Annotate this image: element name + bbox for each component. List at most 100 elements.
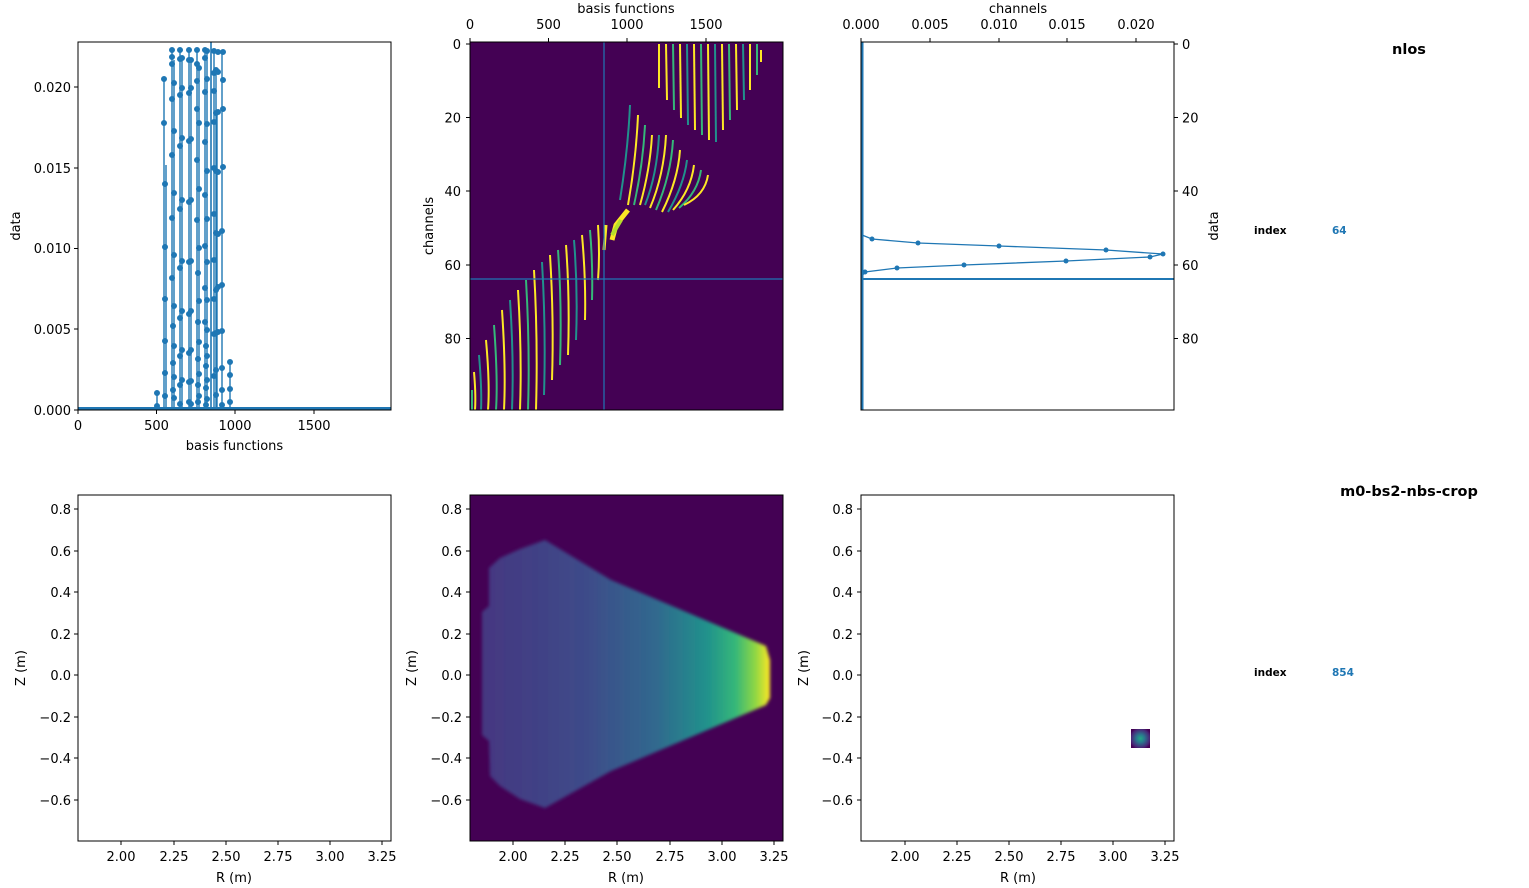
- x-axis-label: channels: [989, 2, 1047, 17]
- y-tick-label: 0.005: [34, 323, 71, 338]
- heatmap-area[interactable]: [470, 42, 783, 410]
- y-tick-label: 0.8: [441, 503, 462, 518]
- x-axis-label: basis functions: [186, 439, 284, 454]
- heatmap-streaks: [471, 43, 762, 410]
- plot-frame: [860, 494, 1175, 842]
- data-line: [153, 42, 233, 410]
- x-tick-label: 2.75: [656, 850, 685, 865]
- y-tick-label: 60: [1182, 259, 1199, 274]
- plot-data-vs-basis[interactable]: 0.000 0.005 0.010 0.015 0.020 0 500 1000…: [9, 41, 392, 454]
- plot-matrix-heatmap[interactable]: 0 500 1000 1500 basis functions 0 20 40 …: [422, 2, 784, 411]
- x-tick-label: 0: [466, 18, 474, 33]
- x-tick-label: 0.020: [1117, 18, 1154, 33]
- y-tick-label: 0.8: [50, 503, 71, 518]
- y-tick-label: 0.4: [832, 586, 853, 601]
- plot-basis-function-rz[interactable]: 0.8 0.6 0.4 0.2 0.0 −0.2 −0.4 −0.6 2.00 …: [797, 494, 1180, 886]
- ticks: [466, 38, 707, 339]
- x-tick-label: 500: [536, 18, 561, 33]
- panel-info-crop: m0-bs2-nbs-crop index 854: [1254, 484, 1478, 679]
- x-tick-label: 2.75: [1047, 850, 1076, 865]
- y-axis-label: data: [1207, 211, 1222, 240]
- index-value[interactable]: 854: [1332, 667, 1354, 679]
- x-tick-label: 500: [144, 419, 169, 434]
- panel-title: m0-bs2-nbs-crop: [1340, 484, 1478, 500]
- y-tick-label: 0.6: [441, 545, 462, 560]
- x-tick-label: 2.50: [212, 850, 241, 865]
- x-tick-label: 2.25: [160, 850, 189, 865]
- y-axis-label: Z (m): [14, 650, 29, 686]
- y-tick-label: 80: [1182, 333, 1199, 348]
- y-tick-label: −0.4: [430, 752, 462, 767]
- y-tick-label: 0.2: [50, 628, 71, 643]
- y-tick-label: 80: [444, 333, 461, 348]
- x-axis-label: R (m): [608, 871, 644, 886]
- basis-function-pixel: [1131, 729, 1150, 748]
- y-tick-label: 0.010: [34, 242, 71, 257]
- y-tick-label: −0.4: [821, 752, 853, 767]
- index-label: index: [1254, 667, 1287, 679]
- x-tick-label: 1000: [610, 18, 643, 33]
- x-tick-label: 0: [74, 419, 82, 434]
- x-tick-label: 3.25: [1151, 850, 1180, 865]
- y-tick-label: 40: [444, 185, 461, 200]
- x-axis-label: R (m): [1000, 871, 1036, 886]
- channel-profile-line: [861, 234, 1164, 277]
- y-tick-label: 40: [1182, 185, 1199, 200]
- x-tick-label: 3.00: [316, 850, 345, 865]
- y-tick-label: −0.6: [39, 794, 71, 809]
- y-tick-label: −0.6: [430, 794, 462, 809]
- index-value[interactable]: 64: [1332, 225, 1347, 237]
- x-tick-label: 2.00: [891, 850, 920, 865]
- x-tick-label: 2.00: [107, 850, 136, 865]
- ticks: [74, 508, 383, 845]
- ticks: [857, 508, 1166, 845]
- x-tick-label: 2.25: [551, 850, 580, 865]
- panel-title: nlos: [1392, 42, 1426, 58]
- plot-area[interactable]: [861, 42, 1174, 410]
- y-tick-label: 0.0: [441, 669, 462, 684]
- x-tick-label: 0.015: [1048, 18, 1085, 33]
- x-tick-label: 1500: [297, 419, 330, 434]
- y-axis-label: Z (m): [797, 650, 812, 686]
- sightline-fan: [482, 540, 770, 808]
- y-tick-label: 0: [1182, 38, 1190, 53]
- plot-empty-rz[interactable]: 0.8 0.6 0.4 0.2 0.0 −0.2 −0.4 −0.6 2.00 …: [14, 494, 397, 886]
- y-tick-label: −0.2: [430, 711, 462, 726]
- x-tick-label: 0.010: [980, 18, 1017, 33]
- x-tick-label: 1500: [689, 18, 722, 33]
- x-tick-label: 2.25: [943, 850, 972, 865]
- y-tick-label: −0.6: [821, 794, 853, 809]
- y-tick-label: 0.6: [832, 545, 853, 560]
- y-tick-label: 0.0: [50, 669, 71, 684]
- y-tick-label: 0.000: [34, 404, 71, 419]
- x-tick-label: 3.00: [1099, 850, 1128, 865]
- plot-frame[interactable]: [77, 494, 392, 842]
- x-tick-label: 3.25: [368, 850, 397, 865]
- profile-markers: [862, 236, 1166, 275]
- plot-area[interactable]: [861, 495, 1174, 841]
- ticks: [466, 508, 775, 845]
- plot-area[interactable]: [78, 42, 391, 410]
- plot-sightline-rz[interactable]: 0.8 0.6 0.4 0.2 0.0 −0.2 −0.4 −0.6 2.00 …: [405, 494, 789, 886]
- y-axis-label: channels: [422, 197, 437, 255]
- y-tick-label: 0.015: [34, 162, 71, 177]
- y-tick-label: 0.2: [441, 628, 462, 643]
- plot-data-vs-channels[interactable]: 0.000 0.005 0.010 0.015 0.020 channels 0…: [842, 2, 1222, 411]
- x-tick-label: 3.25: [760, 850, 789, 865]
- x-tick-label: 2.50: [995, 850, 1024, 865]
- plot-frame: [469, 494, 784, 842]
- y-tick-label: 0.8: [832, 503, 853, 518]
- y-tick-label: −0.4: [39, 752, 71, 767]
- y-tick-label: 0.020: [34, 81, 71, 96]
- y-tick-label: −0.2: [821, 711, 853, 726]
- y-ticks: [74, 86, 315, 414]
- y-tick-label: 0.6: [50, 545, 71, 560]
- x-axis-label: basis functions: [577, 2, 675, 17]
- y-axis-label: data: [9, 211, 24, 240]
- y-axis-label: Z (m): [405, 650, 420, 686]
- x-axis-label: R (m): [216, 871, 252, 886]
- x-tick-label: 0.005: [911, 18, 948, 33]
- x-tick-label: 0.000: [842, 18, 879, 33]
- y-tick-label: 0.2: [832, 628, 853, 643]
